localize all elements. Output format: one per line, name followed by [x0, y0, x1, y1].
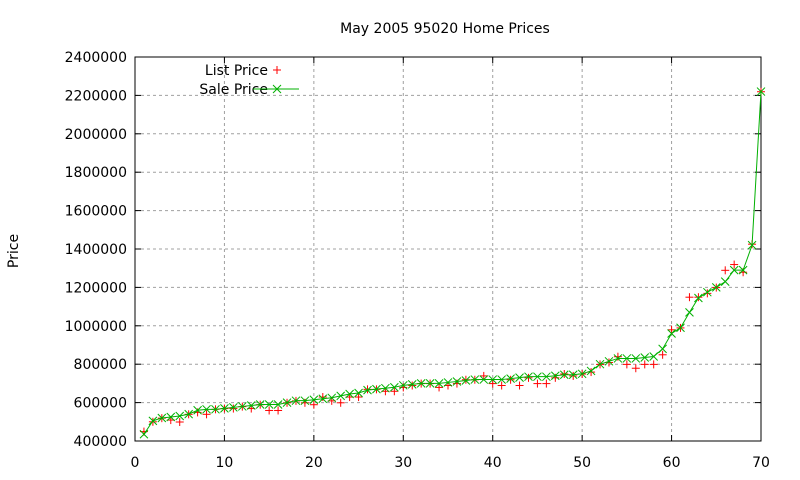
grid-lines	[135, 57, 761, 441]
y-tick-label: 1200000	[65, 280, 127, 296]
chart-title: May 2005 95020 Home Prices	[340, 21, 550, 37]
x-tick-label: 60	[663, 455, 681, 471]
y-tick-label: 800000	[74, 357, 127, 373]
y-tick-label: 600000	[74, 396, 127, 412]
legend: List Price Sale Price	[199, 63, 299, 98]
x-tick-label: 20	[305, 455, 323, 471]
y-tick-label: 2000000	[65, 127, 127, 143]
x-tick-label: 40	[484, 455, 502, 471]
data-series	[139, 87, 766, 439]
legend-line-x-icon	[253, 84, 299, 94]
y-tick-label: 1000000	[65, 319, 127, 335]
y-tick-label: 1400000	[65, 242, 127, 258]
y-tick-label: 1600000	[65, 204, 127, 220]
x-tick-label: 70	[752, 455, 770, 471]
y-tick-label: 2400000	[65, 50, 127, 66]
x-tick-label: 30	[394, 455, 412, 471]
legend-plus-icon	[273, 66, 281, 74]
x-tick-label: 10	[216, 455, 234, 471]
y-axis-label: Price	[6, 234, 22, 268]
series-sale-price	[139, 87, 766, 439]
x-tick-label: 50	[573, 455, 591, 471]
legend-list-price-label: List Price	[205, 63, 268, 79]
legend-sale-price-label: Sale Price	[199, 82, 268, 98]
y-tick-label: 1800000	[65, 165, 127, 181]
y-tick-label: 2200000	[65, 88, 127, 104]
axis-ticks: 400000 600000 800000 1000000 1200000 1400000 1…	[65, 50, 770, 471]
x-tick-label: 0	[131, 455, 140, 471]
y-tick-label: 400000	[74, 434, 127, 450]
